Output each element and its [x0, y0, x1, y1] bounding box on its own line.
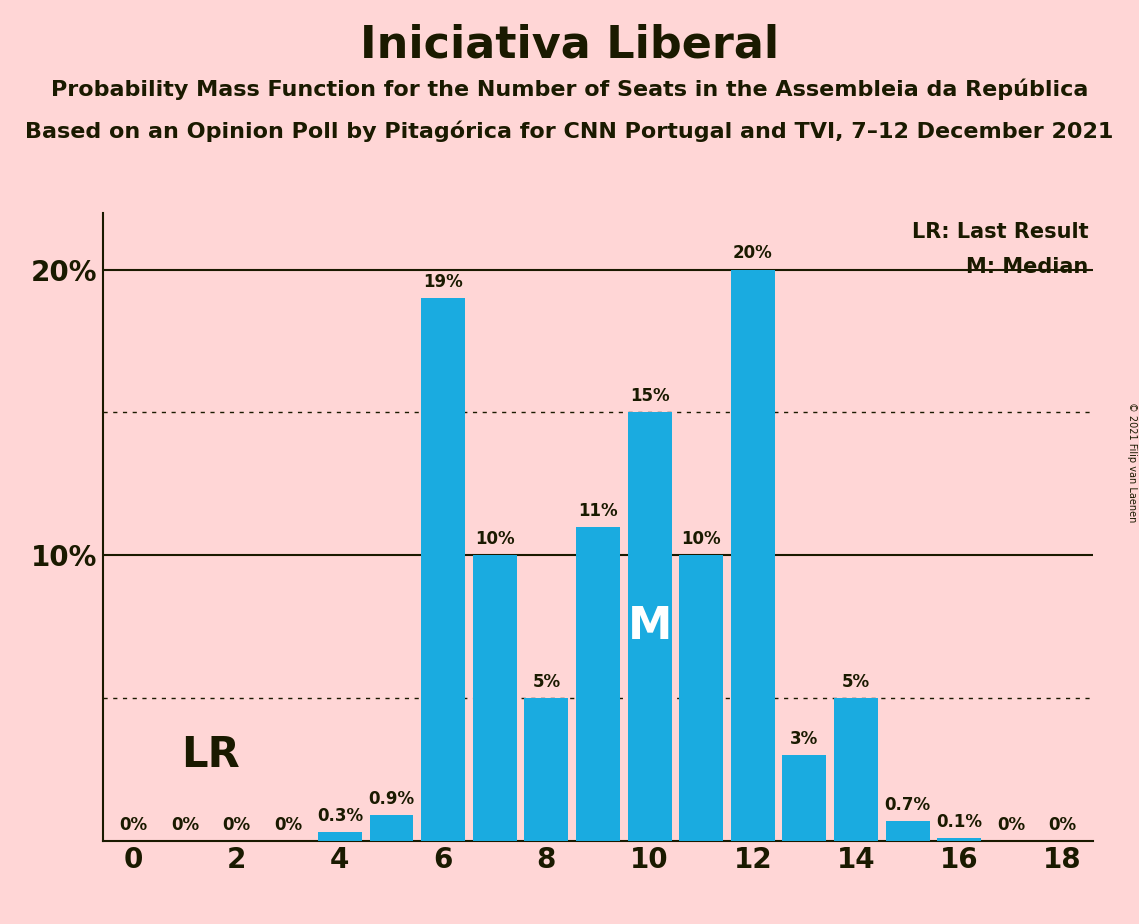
Text: 0.7%: 0.7%: [885, 796, 931, 814]
Text: 19%: 19%: [424, 274, 464, 291]
Bar: [886, 821, 929, 841]
Text: 3%: 3%: [790, 730, 819, 748]
Text: 0.9%: 0.9%: [369, 790, 415, 808]
Bar: [679, 555, 723, 841]
Text: M: M: [628, 605, 672, 648]
Text: 0%: 0%: [222, 816, 251, 833]
Text: LR: LR: [181, 735, 240, 776]
Text: 5%: 5%: [532, 673, 560, 691]
Bar: [576, 527, 620, 841]
Text: 0%: 0%: [171, 816, 199, 833]
Bar: [628, 412, 672, 841]
Bar: [421, 298, 465, 841]
Text: © 2021 Filip van Laenen: © 2021 Filip van Laenen: [1126, 402, 1137, 522]
Bar: [834, 698, 878, 841]
Text: 10%: 10%: [475, 530, 515, 548]
Text: Based on an Opinion Poll by Pitagórica for CNN Portugal and TVI, 7–12 December 2: Based on an Opinion Poll by Pitagórica f…: [25, 120, 1114, 141]
Text: 0%: 0%: [120, 816, 148, 833]
Text: 20%: 20%: [732, 245, 772, 262]
Text: 15%: 15%: [630, 387, 670, 406]
Text: Probability Mass Function for the Number of Seats in the Assembleia da República: Probability Mass Function for the Number…: [51, 79, 1088, 100]
Text: 0.1%: 0.1%: [936, 813, 982, 831]
Bar: [731, 270, 775, 841]
Bar: [524, 698, 568, 841]
Bar: [937, 838, 981, 841]
Text: Iniciativa Liberal: Iniciativa Liberal: [360, 23, 779, 67]
Text: 0%: 0%: [274, 816, 302, 833]
Text: 5%: 5%: [842, 673, 870, 691]
Text: 0.3%: 0.3%: [317, 808, 363, 825]
Text: 10%: 10%: [681, 530, 721, 548]
Bar: [473, 555, 517, 841]
Bar: [318, 833, 362, 841]
Text: 11%: 11%: [579, 502, 617, 519]
Bar: [369, 815, 413, 841]
Text: M: Median: M: Median: [966, 257, 1089, 276]
Text: 0%: 0%: [1048, 816, 1076, 833]
Bar: [782, 755, 827, 841]
Text: LR: Last Result: LR: Last Result: [912, 222, 1089, 242]
Text: 0%: 0%: [997, 816, 1025, 833]
